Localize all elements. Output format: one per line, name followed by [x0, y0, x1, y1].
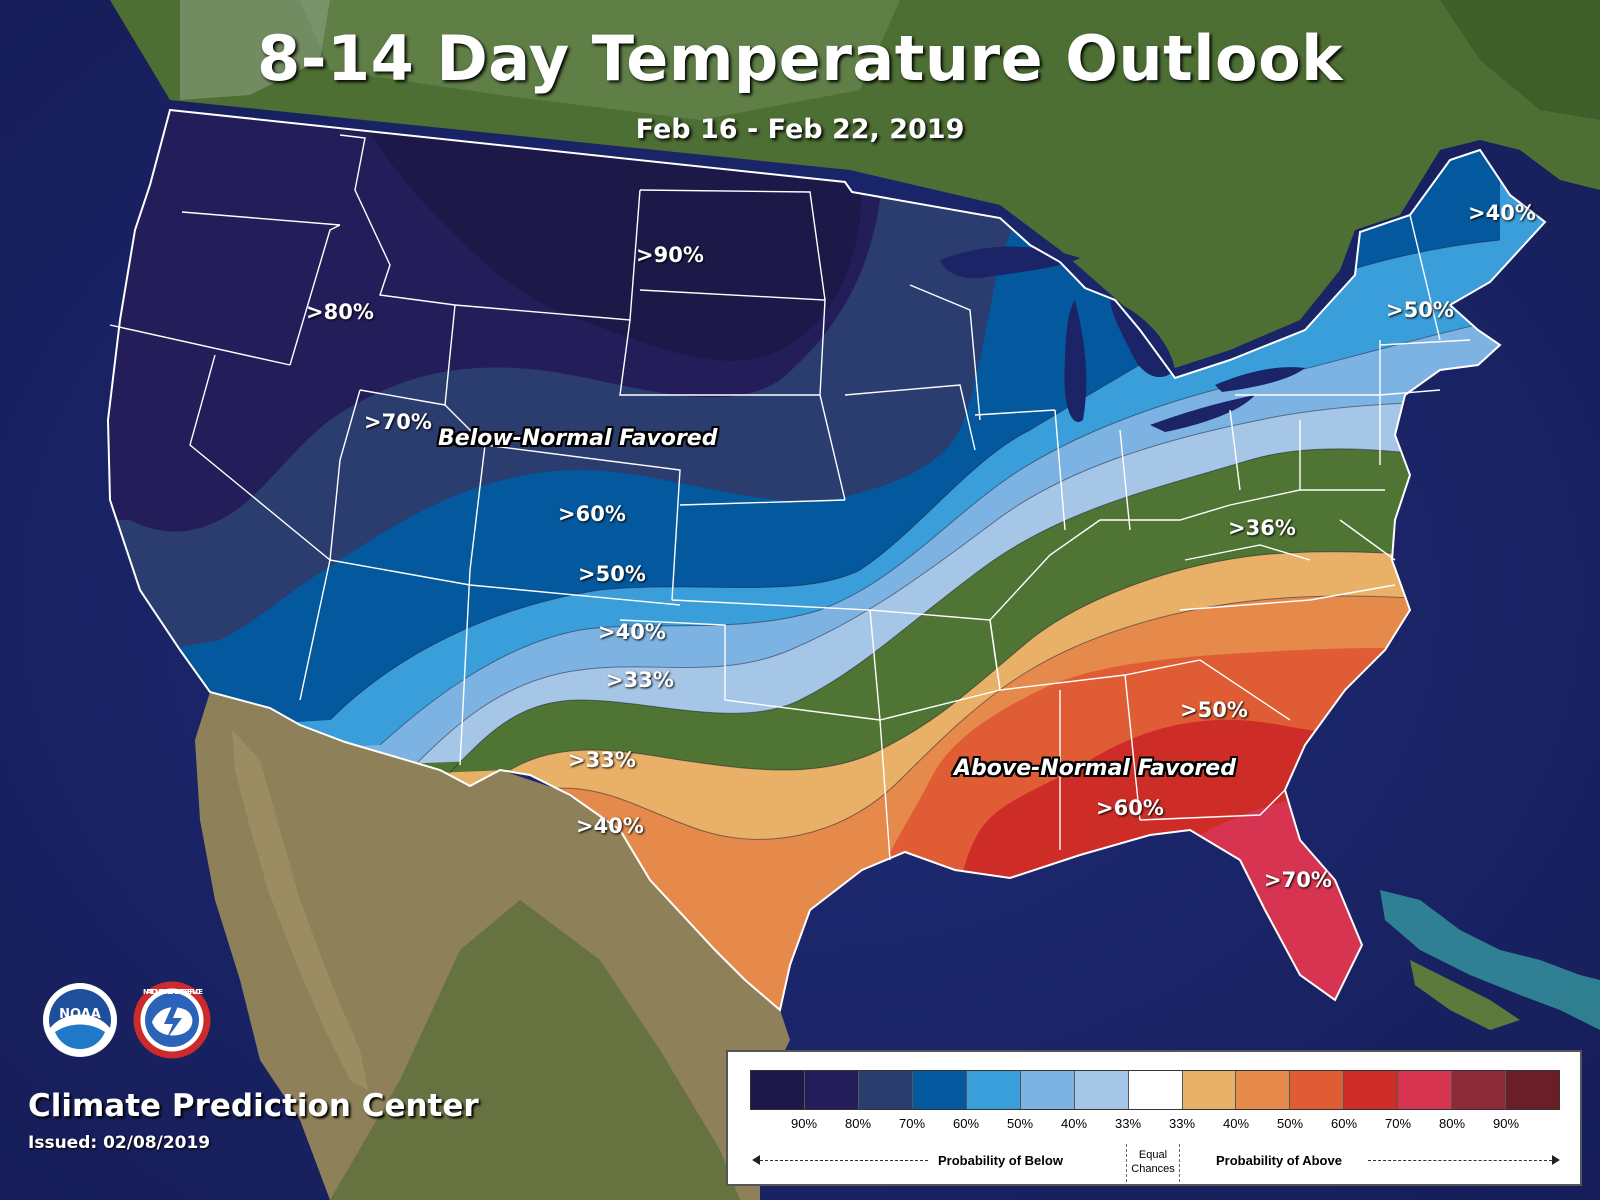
label-above-70-fl: >70%	[1264, 868, 1332, 892]
legend-tick-3: 60%	[952, 1116, 980, 1131]
cuba-land	[1410, 960, 1520, 1030]
legend-swatch-4	[966, 1071, 1021, 1109]
canada-highlands	[300, 0, 900, 120]
legend-swatch-10	[1290, 1071, 1345, 1109]
legend-swatch-13	[1452, 1071, 1507, 1109]
label-below-70: >70%	[364, 410, 432, 434]
label-above-36: >36%	[1228, 516, 1296, 540]
nws-logo: NATIONAL WEATHER SERVICE	[133, 981, 211, 1059]
equal-chances-box: Equal Chances	[1126, 1144, 1180, 1182]
label-above-60-se: >60%	[1096, 796, 1164, 820]
legend-tick-13: 90%	[1492, 1116, 1520, 1131]
noaa-logo-text: NOAA	[59, 1007, 101, 1022]
legend-tick-5: 40%	[1060, 1116, 1088, 1131]
canada-mountains	[180, 0, 330, 100]
zone-below-90	[360, 110, 870, 361]
region-label-above: Above-Normal Favored	[954, 756, 1236, 781]
legend-swatch-9	[1236, 1071, 1291, 1109]
label-below-60: >60%	[558, 502, 626, 526]
arrow-line-right	[1368, 1160, 1552, 1161]
us-outline	[106, 108, 1547, 1012]
issued-date: Issued: 02/08/2019	[28, 1133, 211, 1153]
legend-tick-1: 80%	[844, 1116, 872, 1131]
legend-swatch-8	[1182, 1071, 1237, 1109]
arrow-right-icon	[1552, 1155, 1560, 1165]
canada-east-land	[1440, 0, 1600, 120]
legend-swatch-12	[1398, 1071, 1453, 1109]
legend-tick-9: 50%	[1276, 1116, 1304, 1131]
state-borders	[109, 134, 1471, 861]
legend-tick-11: 70%	[1384, 1116, 1412, 1131]
arrow-left-icon	[752, 1155, 760, 1165]
legend-color-bar	[750, 1070, 1560, 1110]
bahamas-shallows	[1380, 890, 1600, 1030]
legend-below-caption: Probability of Below	[938, 1153, 1063, 1168]
label-below-40-west: >40%	[598, 620, 666, 644]
legend-swatch-14	[1506, 1071, 1560, 1109]
great-lakes	[940, 246, 1305, 432]
arrow-line-left	[760, 1160, 928, 1161]
label-below-33-west: >33%	[606, 668, 674, 692]
legend-above-caption: Probability of Above	[1216, 1153, 1342, 1168]
label-above-40-sw: >40%	[576, 814, 644, 838]
legend: 90% 80% 70% 60% 50% 40% 33% 33% 40% 50% 60% 70% 80% 9…	[726, 1050, 1582, 1186]
label-below-50-west: >50%	[578, 562, 646, 586]
equal-chances-line1: Equal	[1138, 1149, 1168, 1161]
label-below-90: >90%	[636, 243, 704, 267]
legend-tick-10: 60%	[1330, 1116, 1358, 1131]
legend-swatch-2	[858, 1071, 913, 1109]
baja-peninsula	[232, 730, 368, 1090]
legend-tick-7: 33%	[1168, 1116, 1196, 1131]
mexico-sierra	[330, 900, 740, 1200]
legend-swatch-11	[1344, 1071, 1399, 1109]
legend-tick-12: 80%	[1438, 1116, 1466, 1131]
legend-tick-6: 33%	[1114, 1116, 1142, 1131]
legend-tick-2: 70%	[898, 1116, 926, 1131]
legend-swatch-7	[1128, 1071, 1183, 1109]
legend-swatch-0	[751, 1071, 805, 1109]
label-below-80: >80%	[306, 300, 374, 324]
label-above-50-se: >50%	[1180, 698, 1248, 722]
legend-tick-4: 50%	[1006, 1116, 1034, 1131]
label-below-50-ne: >50%	[1386, 298, 1454, 322]
equal-chances-line2: Chances	[1131, 1163, 1175, 1175]
legend-tick-8: 40%	[1222, 1116, 1250, 1131]
legend-swatch-3	[912, 1071, 967, 1109]
noaa-logo: NOAA	[43, 983, 117, 1057]
legend-swatch-6	[1074, 1071, 1129, 1109]
legend-swatch-1	[804, 1071, 859, 1109]
nws-logo-text: NATIONAL WEATHER SERVICE	[143, 988, 203, 996]
region-label-below: Below-Normal Favored	[438, 426, 718, 451]
date-range: Feb 16 - Feb 22, 2019	[635, 114, 965, 145]
page-title: 8-14 Day Temperature Outlook	[257, 22, 1343, 95]
label-above-33-sw: >33%	[568, 748, 636, 772]
organization-name: Climate Prediction Center	[28, 1088, 479, 1124]
label-below-40-me: >40%	[1468, 201, 1536, 225]
legend-tick-0: 90%	[790, 1116, 818, 1131]
legend-swatch-5	[1020, 1071, 1075, 1109]
